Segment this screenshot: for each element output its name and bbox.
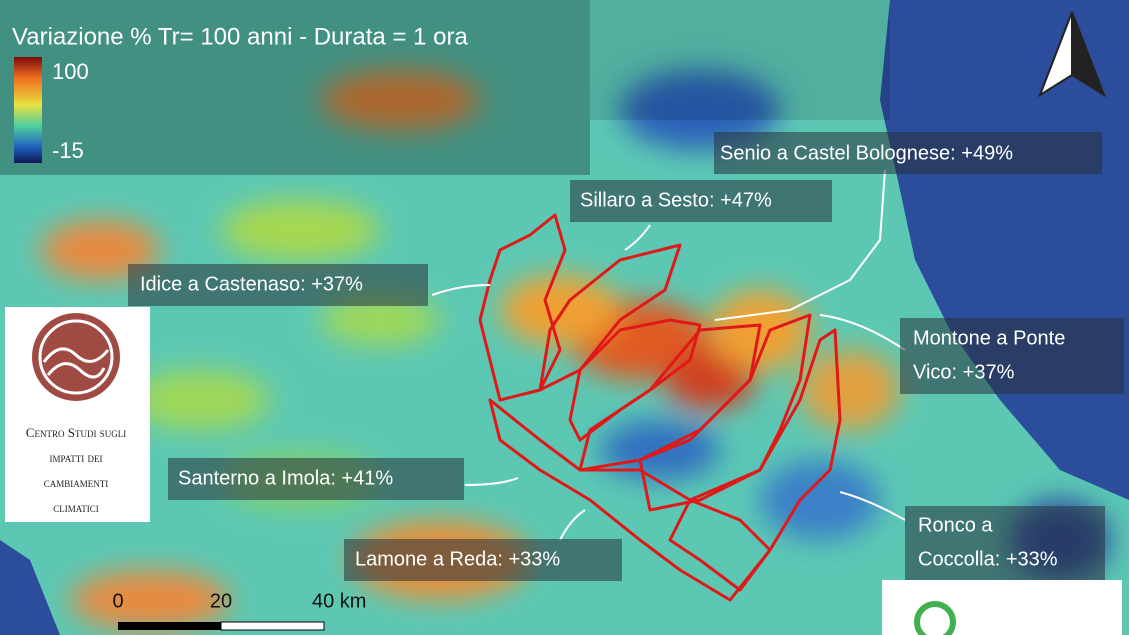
station-label: Santerno a Imola: +41% [168, 458, 464, 500]
label-line: Coccolla: +33% [918, 548, 1058, 570]
color-bar [14, 57, 42, 163]
station-label: Idice a Castenaso: +37% [128, 264, 428, 306]
scale-label: 0 [112, 590, 123, 612]
north-arrow [1037, 11, 1107, 98]
logo-text: impatti dei [50, 450, 103, 465]
label-line: Idice a Castenaso: +37% [140, 273, 363, 295]
scale-label: 20 [210, 590, 232, 612]
scale-label: 40 km [312, 590, 366, 612]
logo-text: Centro Studi sugli [26, 425, 126, 440]
label-line: Vico: +37% [913, 361, 1015, 383]
station-label: Sillaro a Sesto: +47% [570, 180, 832, 222]
legend-min: -15 [52, 138, 84, 163]
label-line: Senio a Castel Bolognese: +49% [720, 142, 1013, 164]
logo-text: climatici [53, 500, 99, 515]
label-line: Ronco a [918, 514, 993, 536]
logo-text: cambiamenti [44, 475, 109, 490]
title-shade [0, 0, 590, 175]
basins [478, 213, 842, 602]
station-label: Montone a Ponte Vico: +37% [900, 318, 1124, 394]
legend-max: 100 [52, 59, 89, 84]
logo: Centro Studi sugli impatti dei cambiamen… [5, 307, 150, 522]
label-line: Santerno a Imola: +41% [178, 467, 393, 489]
label-line: Sillaro a Sesto: +47% [580, 189, 772, 211]
station-label: Senio a Castel Bolognese: +49% [714, 132, 1102, 174]
scale-bar: 0 20 40 km [112, 590, 366, 631]
label-line: Lamone a Reda: +33% [355, 548, 560, 570]
map-title: Variazione % Tr= 100 anni - Durata = 1 o… [12, 23, 468, 50]
arrows [431, 169, 906, 541]
partner-logo-mark [914, 601, 956, 635]
station-label: Lamone a Reda: +33% [344, 539, 622, 581]
station-label: Ronco a Coccolla: +33% [905, 506, 1105, 582]
sea [0, 540, 60, 635]
label-line: Montone a Ponte [913, 327, 1065, 349]
shade [590, 0, 890, 120]
